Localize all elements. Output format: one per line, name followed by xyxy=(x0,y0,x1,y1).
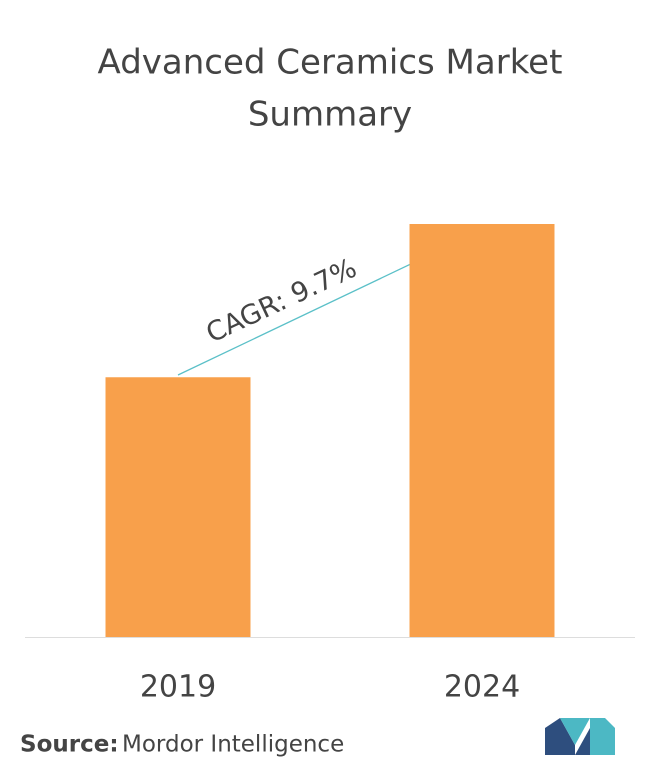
logo xyxy=(545,718,615,755)
source: Mordor Intelligence xyxy=(122,732,344,758)
bar xyxy=(409,224,555,637)
chart-title: Summary xyxy=(248,95,412,135)
bar xyxy=(105,377,251,637)
x-tick-label: 2024 xyxy=(444,670,520,705)
chart-title: Advanced Ceramics Market xyxy=(98,43,563,83)
x-tick-label: 2019 xyxy=(140,670,216,705)
cagr-annotation: CAGR: 9.7% xyxy=(202,253,362,350)
source-label: Source: xyxy=(20,732,119,758)
